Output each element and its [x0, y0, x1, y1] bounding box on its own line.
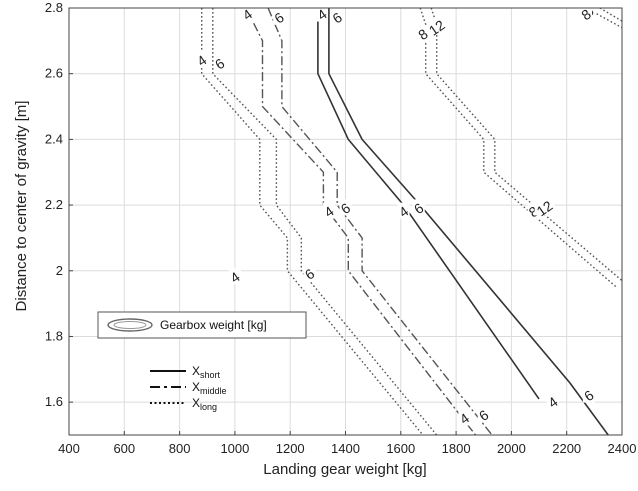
contour-label-bg: [213, 54, 226, 71]
x-tick-label: 1600: [386, 441, 415, 456]
contour-label-bg: [195, 51, 208, 68]
contour-label-bg: [477, 406, 490, 423]
contour-label-bg: [582, 386, 595, 403]
y-tick-label: 2.8: [45, 0, 63, 15]
contour-ellipse-inner-icon: [113, 321, 147, 329]
contour-line-dashdot-6: [267, 8, 493, 435]
y-tick-label: 2.2: [45, 197, 63, 212]
contour-label-bg: [458, 409, 471, 426]
gearbox-legend-box: Gearbox weight [kg]: [97, 311, 307, 339]
y-axis-ticks: 1.6 1.8 2 2.2 2.4 2.6 2.8: [45, 0, 73, 409]
contour-label-bg: [416, 25, 429, 42]
contour-line-dotted-8: [419, 8, 617, 288]
contour-line-solid-4: [317, 8, 540, 400]
x-tick-label: 1200: [276, 441, 305, 456]
x-tick-label: 2400: [608, 441, 637, 456]
y-tick-label: 2: [56, 263, 63, 278]
x-tick-label: 2200: [552, 441, 581, 456]
contour-lines: [201, 8, 622, 435]
contour-line-dotted-8: [585, 8, 622, 29]
contour-label-bg: [322, 202, 335, 219]
contour-label-bg: [339, 199, 352, 216]
x-tick-label: 1400: [331, 441, 360, 456]
x-tick-label: 1000: [220, 441, 249, 456]
gearbox-legend-label: Gearbox weight [kg]: [160, 318, 267, 332]
x-tick-label: 2000: [497, 441, 526, 456]
contour-label-bg: [426, 18, 447, 35]
contour-label-bg: [534, 199, 555, 216]
y-tick-label: 2.4: [45, 131, 63, 146]
contour-label-bg: [580, 5, 593, 22]
legend-subscript: middle: [200, 386, 227, 396]
contour-ellipse-icon: [107, 318, 153, 332]
contour-label-bg: [228, 268, 241, 285]
contour-label-bg: [303, 265, 316, 282]
contour-label-bg: [331, 8, 344, 25]
contour-labels: 464668812464646812464646: [194, 2, 597, 427]
contour-label-bg: [315, 5, 328, 22]
legend-subscript: short: [200, 370, 221, 380]
contour-label-bg: [546, 393, 559, 410]
x-axis-title: Landing gear weight [kg]: [263, 461, 426, 478]
contour-line-solid-6: [328, 8, 609, 435]
x-tick-label: 600: [113, 441, 135, 456]
x-tick-label: 800: [169, 441, 191, 456]
contour-label-bg: [412, 199, 425, 216]
y-tick-label: 1.6: [45, 394, 63, 409]
contour-label-bg: [241, 5, 254, 22]
contour-line-dotted-6: [212, 8, 438, 435]
contour-label-bg: [273, 8, 286, 25]
contour-label-bg: [397, 202, 410, 219]
x-tick-label: 400: [58, 441, 80, 456]
y-tick-label: 1.8: [45, 328, 63, 343]
contour-line-dashdot-4: [245, 8, 477, 435]
x-tick-label: 1800: [442, 441, 471, 456]
y-axis-title: Distance to center of gravity [m]: [13, 101, 30, 312]
contour-line-dotted-12: [599, 8, 622, 22]
legend-subscript: long: [200, 402, 217, 412]
x-axis-ticks: 400 600 800 1000 1200 1400 1600 1800 2000 2200 240…: [58, 431, 636, 456]
y-tick-label: 2.6: [45, 66, 63, 81]
